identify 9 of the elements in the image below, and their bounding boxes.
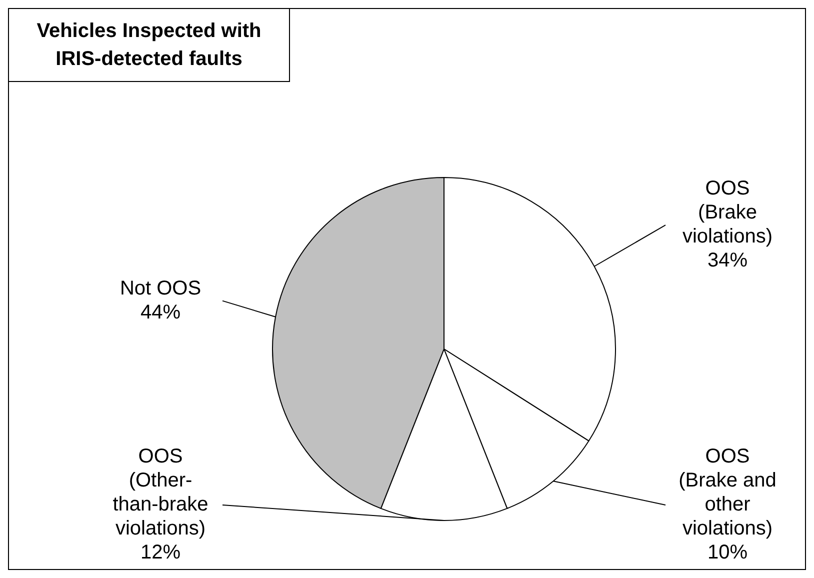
data-label: 44% [140,301,181,324]
data-label: 12% [140,542,181,564]
slice-label: OOS (Brake and other violations) [678,446,776,540]
chart-title: Vehicles Inspected with IRIS-detected faults [8,8,290,82]
slice-label: Not OOS [120,277,202,300]
data-label: 10% [707,542,748,564]
slice-label: OOS (Other-than-brake violations) [112,446,208,540]
data-label: 34% [707,250,748,272]
slice-label: OOS (Brake violations) [682,178,773,248]
